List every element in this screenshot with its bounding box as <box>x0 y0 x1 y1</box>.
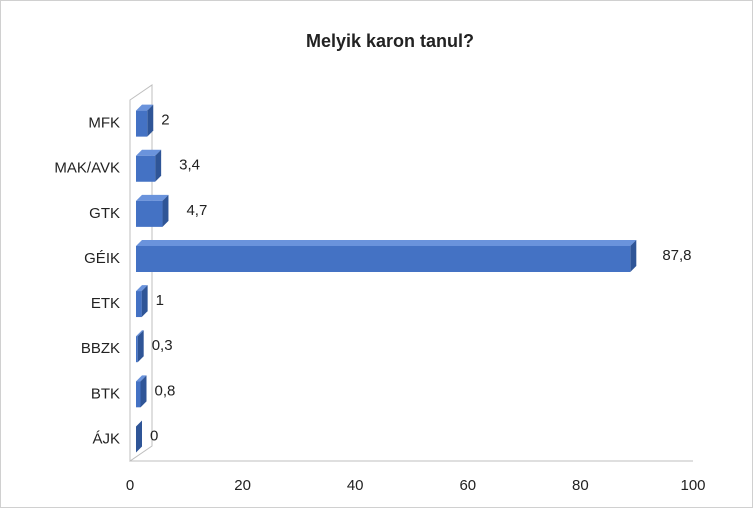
x-tick-label: 0 <box>126 477 134 494</box>
bar-front <box>136 110 148 137</box>
bar-side <box>155 149 162 182</box>
bar-top <box>136 194 169 201</box>
value-label: 0 <box>150 427 158 444</box>
value-label: 87,8 <box>662 247 691 264</box>
bar <box>136 330 144 363</box>
bar <box>136 194 169 227</box>
x-tick-label: 60 <box>459 477 476 494</box>
value-label: 0,3 <box>152 337 173 354</box>
bar-side <box>162 194 169 227</box>
bar <box>136 375 147 408</box>
bar <box>136 239 637 272</box>
bar-front <box>136 200 163 227</box>
bar-side <box>136 420 142 453</box>
y-tick-label: ÁJK <box>92 430 120 447</box>
bar-top <box>136 285 148 292</box>
bar-side <box>141 285 148 318</box>
y-tick-label: BBZK <box>81 340 120 357</box>
bar-top <box>136 104 154 111</box>
value-label: 3,4 <box>179 157 200 174</box>
y-tick-label: MAK/AVK <box>54 160 120 177</box>
value-label: 2 <box>161 112 169 129</box>
bar <box>136 420 142 453</box>
bar-front <box>136 291 142 318</box>
chart-title: Melyik karon tanul? <box>306 31 474 51</box>
bar-front <box>136 155 156 182</box>
bar-front <box>136 381 141 408</box>
bar <box>136 149 162 182</box>
bar-front <box>136 336 138 363</box>
bar-side <box>137 330 144 363</box>
bar <box>136 285 148 318</box>
bar-top <box>136 375 147 382</box>
bar-side <box>630 239 637 272</box>
bar-top <box>136 149 162 156</box>
x-tick-label: 80 <box>572 477 589 494</box>
x-tick-label: 20 <box>234 477 251 494</box>
bar-side <box>140 375 147 408</box>
bar <box>136 104 154 137</box>
bar-side <box>147 104 154 137</box>
bar-front <box>136 245 631 272</box>
y-tick-label: GTK <box>89 205 120 222</box>
axis-wall <box>129 84 153 462</box>
y-tick-label: GÉIK <box>84 250 120 267</box>
value-label: 4,7 <box>186 202 207 219</box>
value-label: 0,8 <box>155 382 176 399</box>
y-tick-label: BTK <box>91 385 120 402</box>
bar-top <box>136 239 637 246</box>
x-tick-label: 100 <box>680 477 705 494</box>
y-tick-label: MFK <box>88 115 120 132</box>
x-tick-label: 40 <box>347 477 364 494</box>
value-label: 1 <box>156 292 164 309</box>
y-tick-label: ETK <box>91 295 120 312</box>
bar-top <box>136 330 144 337</box>
